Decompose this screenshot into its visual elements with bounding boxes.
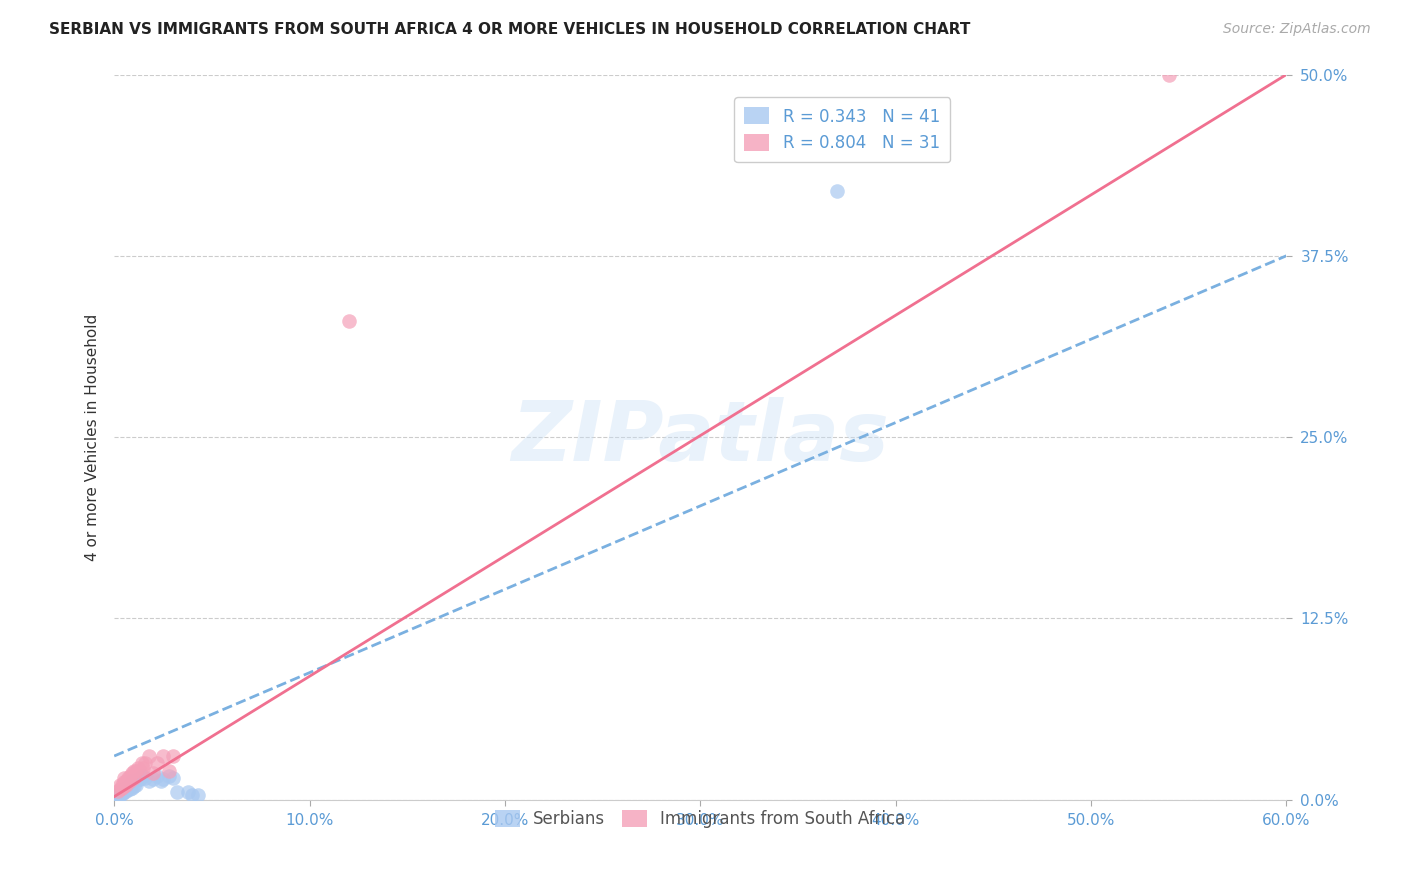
Point [111,787,134,801]
Text: SERBIAN VS IMMIGRANTS FROM SOUTH AFRICA 4 OR MORE VEHICLES IN HOUSEHOLD CORRELAT: SERBIAN VS IMMIGRANTS FROM SOUTH AFRICA … [49,22,970,37]
Text: ZIPatlas: ZIPatlas [512,397,889,477]
Point [115,784,138,798]
Point [150,773,173,788]
Point [108,782,131,797]
Point [177,785,200,799]
Point [152,772,174,787]
Point [146,769,169,783]
Point [125,764,148,778]
Point [117,782,139,797]
Point [128,772,150,787]
Point [107,788,129,802]
Point [134,771,156,785]
Point [112,771,135,785]
Point [107,784,129,798]
Point [138,749,160,764]
Point [112,775,135,789]
Point [132,769,155,783]
Point [157,764,180,778]
Point [111,785,134,799]
Point [162,771,184,785]
Point [107,787,129,801]
Point [112,780,135,794]
Point [142,766,165,780]
Point [132,761,155,775]
Point [134,756,156,771]
Text: Source: ZipAtlas.com: Source: ZipAtlas.com [1223,22,1371,37]
Point [108,788,131,802]
Point [131,756,153,771]
Point [112,782,135,797]
Point [118,773,141,788]
Y-axis label: 4 or more Vehicles in Household: 4 or more Vehicles in Household [86,313,100,561]
Point [127,761,149,775]
Point [117,775,139,789]
Point [157,769,180,783]
Legend: Serbians, Immigrants from South Africa: Serbians, Immigrants from South Africa [488,803,912,835]
Point [118,769,141,783]
Point [118,780,141,794]
Point [108,787,131,801]
Point [108,778,131,792]
Point [125,778,148,792]
Point [131,769,153,783]
Point [187,788,209,802]
Point [122,773,145,788]
Point [122,771,145,785]
Point [128,764,150,778]
Point [112,784,135,798]
Point [162,749,184,764]
Point [117,771,139,785]
Point [115,782,138,797]
Point [111,784,134,798]
Point [127,772,149,787]
Point [1159,68,1181,82]
Point [115,773,138,788]
Point [166,785,188,799]
Point [121,780,143,795]
Point [115,780,138,795]
Point [142,772,165,787]
Point [152,749,174,764]
Point [108,785,131,799]
Point [111,778,134,792]
Point [105,789,128,804]
Point [121,766,143,780]
Point [181,788,204,802]
Point [122,780,145,794]
Point [115,778,138,792]
Point [146,756,169,771]
Point [337,314,360,328]
Point [121,773,143,788]
Point [111,780,134,795]
Point [825,184,848,198]
Point [112,785,135,799]
Point [118,782,141,797]
Point [117,780,139,795]
Point [122,764,145,778]
Point [138,773,160,788]
